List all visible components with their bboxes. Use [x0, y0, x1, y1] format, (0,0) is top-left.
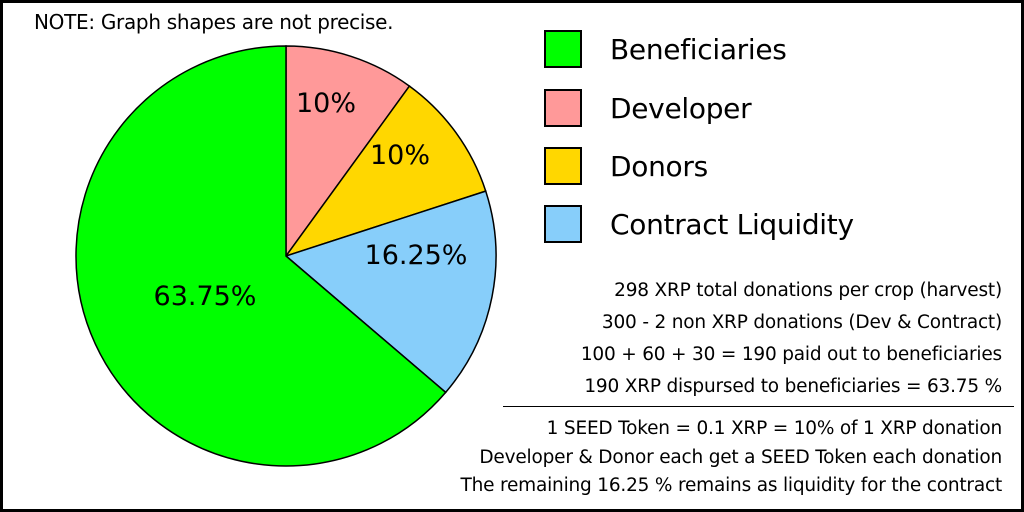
legend-item-contract-liquidity: Contract Liquidity	[544, 203, 854, 245]
pie-slice-contract-liquidity	[284, 190, 497, 394]
pie-slice-beneficiaries	[75, 45, 447, 467]
legend-item-beneficiaries: Beneficiaries	[544, 28, 787, 70]
pie-slice-donors	[284, 85, 487, 258]
pie-label-donors: 10%	[370, 140, 430, 171]
legend-item-developer: Developer	[544, 87, 752, 129]
annotation-divider	[503, 406, 1014, 407]
legend-item-donors: Donors	[544, 145, 708, 187]
legend-swatch	[544, 147, 582, 185]
pie-label-developer: 10%	[296, 88, 356, 119]
pie-slice-developer	[285, 45, 411, 259]
legend-swatch	[544, 89, 582, 127]
annotation-non-xrp: 300 - 2 non XRP donations (Dev & Contrac…	[601, 312, 1002, 333]
annotation-dispursed: 190 XRP dispursed to beneficiaries = 63.…	[584, 376, 1002, 397]
chart-note: NOTE: Graph shapes are not precise.	[34, 10, 394, 34]
legend-label: Beneficiaries	[610, 32, 787, 66]
pie-label-beneficiaries: 63.75%	[154, 281, 257, 312]
legend-label: Contract Liquidity	[610, 207, 854, 241]
legend-swatch	[544, 205, 582, 243]
annotation-developer-donor: Developer & Donor each get a SEED Token …	[479, 447, 1002, 468]
legend-label: Donors	[610, 149, 708, 183]
legend-swatch	[544, 30, 582, 68]
annotation-total-donations: 298 XRP total donations per crop (harves…	[614, 280, 1002, 301]
legend-label: Developer	[610, 91, 752, 125]
annotation-remaining: The remaining 16.25 % remains as liquidi…	[460, 475, 1002, 496]
annotation-seed-token: 1 SEED Token = 0.1 XRP = 10% of 1 XRP do…	[546, 418, 1003, 439]
annotation-paid-out: 100 + 60 + 30 = 190 paid out to benefici…	[580, 344, 1002, 365]
pie-label-contract-liquidity: 16.25%	[365, 240, 468, 271]
